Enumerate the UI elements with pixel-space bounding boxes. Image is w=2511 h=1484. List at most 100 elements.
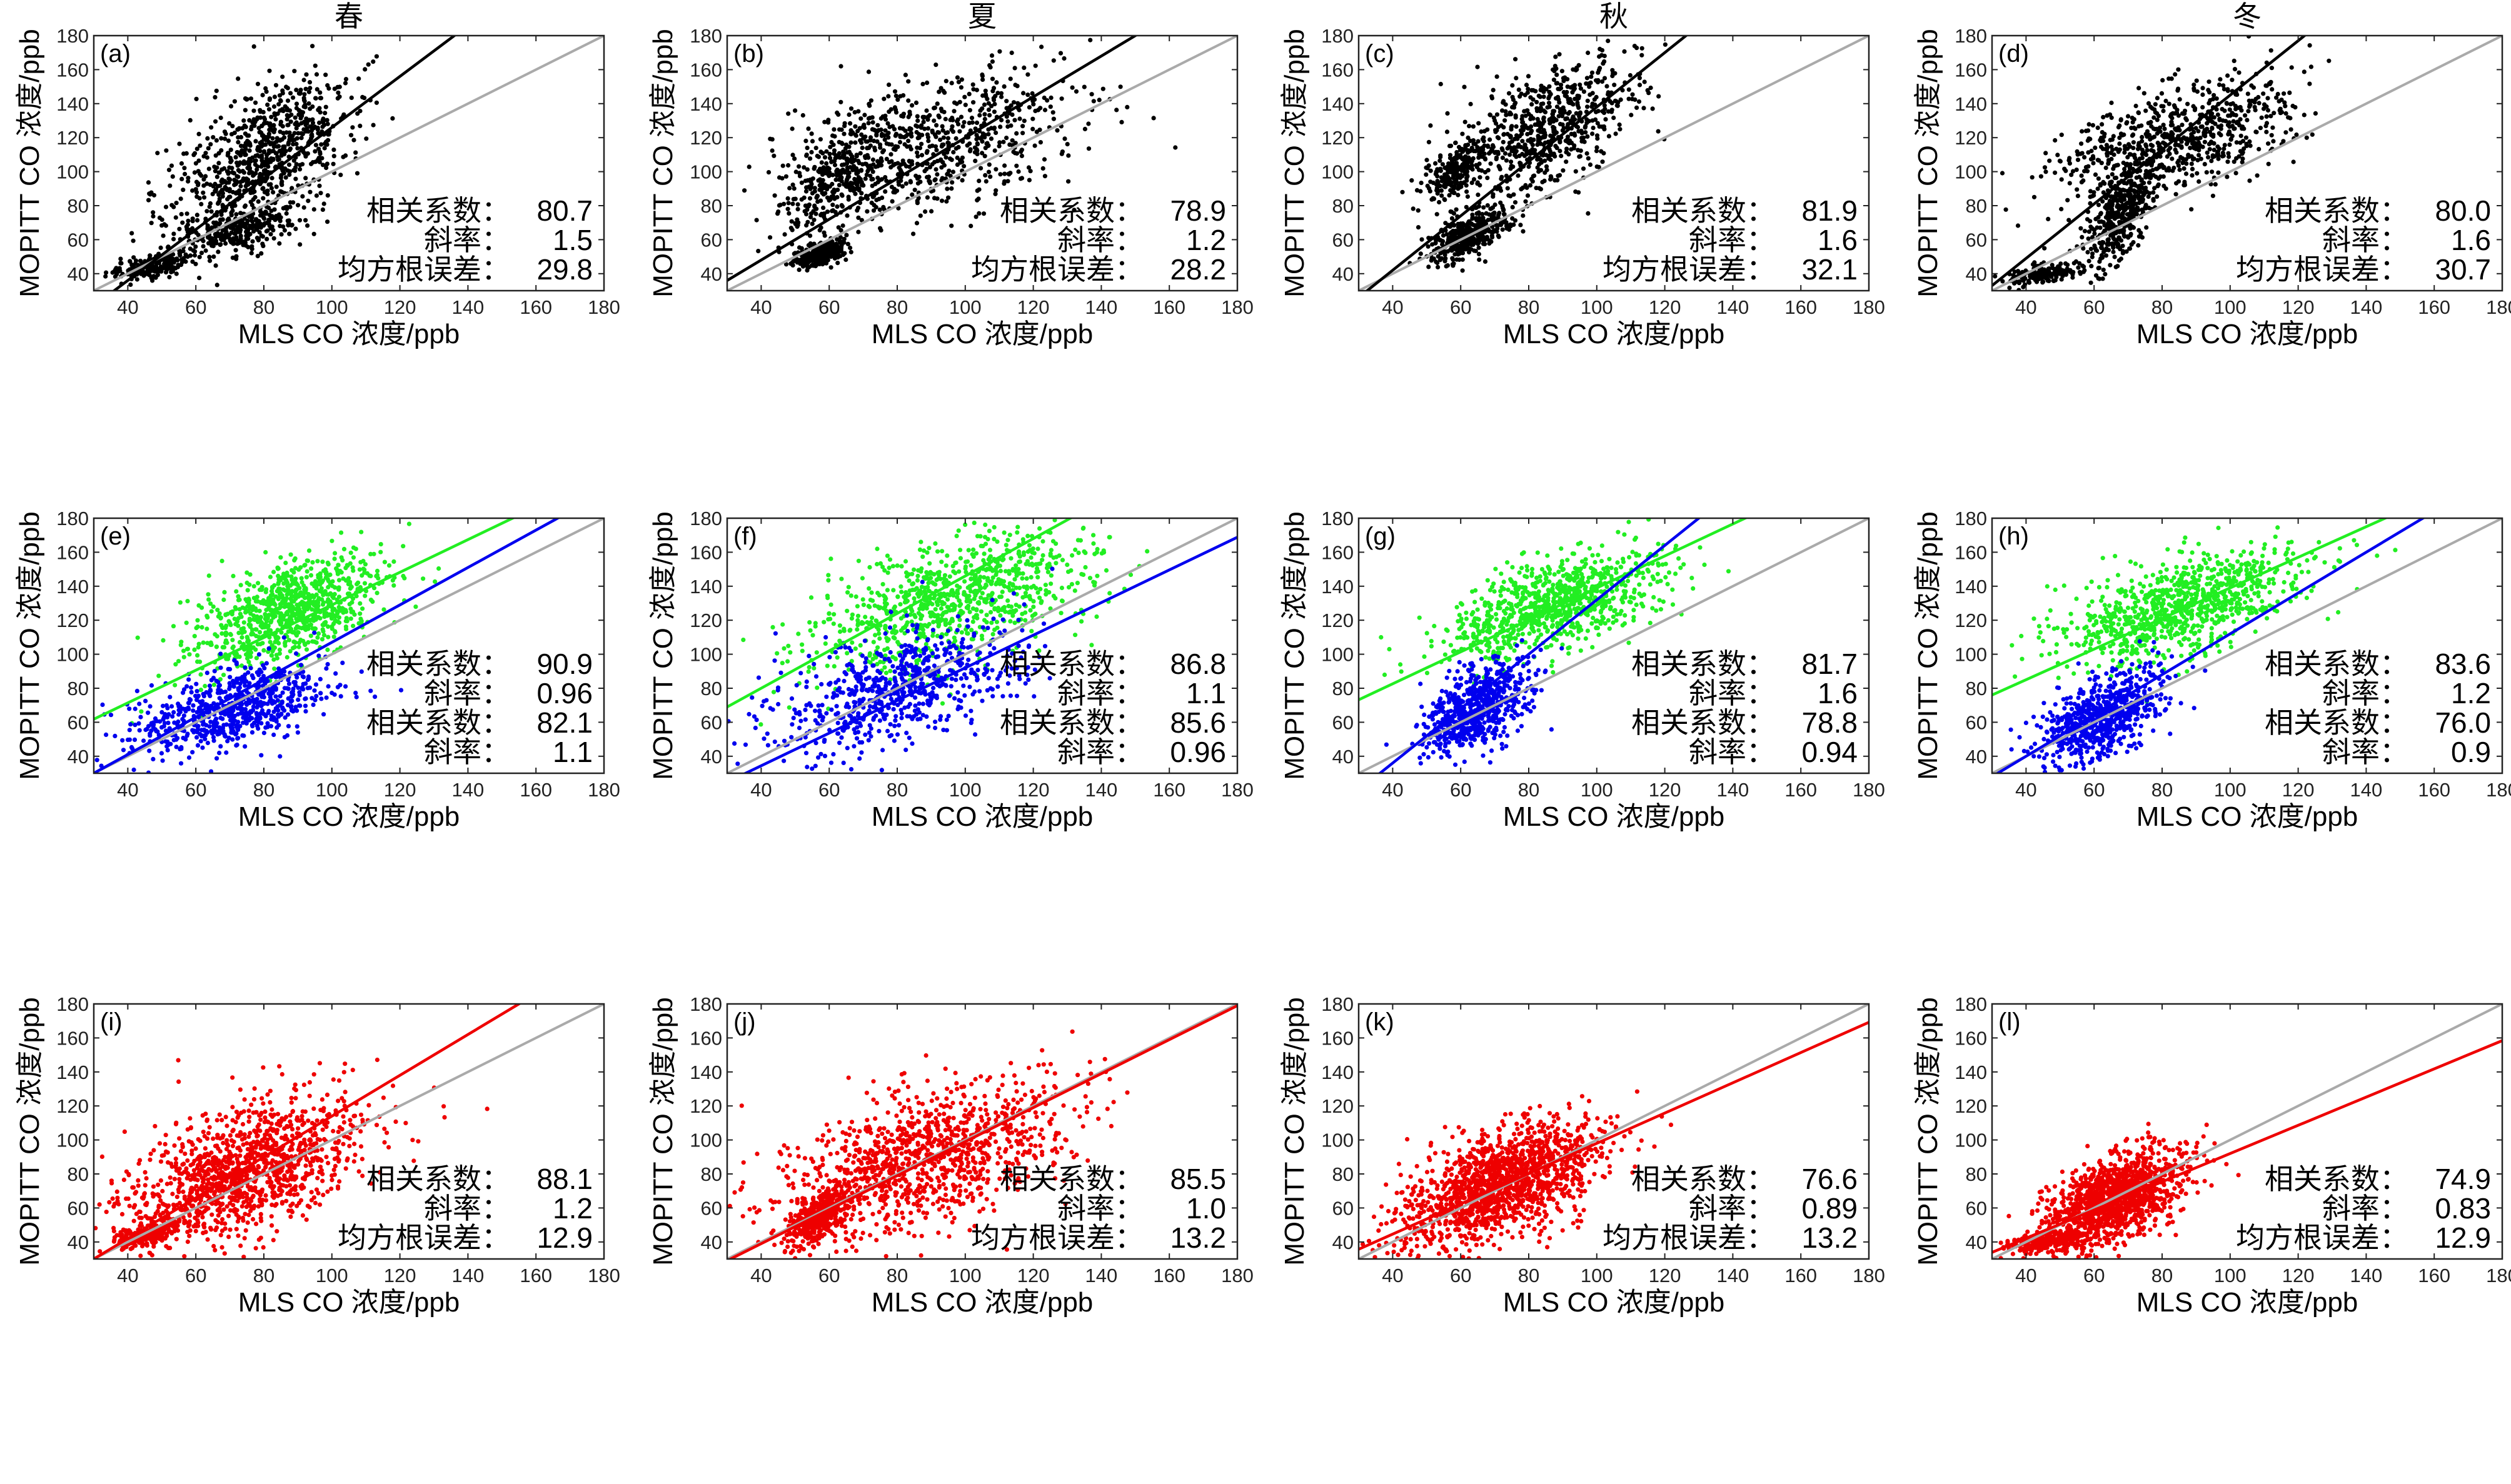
scatter-point (808, 241, 813, 246)
scatter-point (2136, 124, 2141, 129)
scatter-point (1451, 176, 1456, 181)
scatter-point (216, 222, 221, 227)
scatter-point (294, 126, 299, 131)
scatter-point (1557, 139, 1562, 144)
scatter-point (157, 215, 163, 220)
scatter-point (1002, 163, 1007, 168)
scatter-point (901, 111, 906, 116)
scatter-point (1419, 237, 1424, 242)
scatter-point (1604, 84, 1609, 89)
scatter-point (821, 192, 826, 197)
x-tick-label: 80 (253, 296, 274, 318)
x-tick-label: 120 (384, 296, 416, 318)
scatter-point (1441, 233, 1446, 238)
scatter-point (766, 170, 772, 175)
scatter-point (217, 196, 222, 201)
scatter-point (783, 262, 789, 267)
scatter-point (2104, 143, 2109, 148)
panel-d: 4060801001201401601804060801001201401601… (1913, 25, 2511, 349)
scatter-point (789, 219, 794, 224)
scatter-point (303, 176, 308, 181)
scatter-point (1449, 179, 1454, 185)
scatter-point (886, 94, 891, 99)
scatter-point (1481, 217, 1486, 223)
scatter-point (1538, 105, 1543, 110)
scatter-point (1456, 193, 1461, 198)
scatter-point (883, 189, 888, 194)
scatter-point (974, 120, 980, 125)
scatter-point (279, 179, 284, 184)
scatter-point (925, 114, 930, 119)
scatter-point (1470, 213, 1475, 218)
scatter-point (838, 171, 843, 176)
scatter-point (279, 232, 284, 237)
scatter-point (1557, 52, 1562, 57)
scatter-point (1501, 139, 1506, 144)
scatter-point (196, 158, 201, 163)
scatter-point (2198, 136, 2203, 141)
scatter-point (877, 162, 882, 167)
scatter-point (253, 218, 258, 223)
x-tick-label: 120 (1017, 296, 1050, 318)
scatter-point (2122, 166, 2127, 172)
scatter-point (1466, 150, 1471, 155)
scatter-point (246, 236, 251, 241)
scatter-point (1538, 87, 1544, 92)
scatter-point (893, 144, 898, 149)
scatter-point (1584, 81, 1589, 86)
scatter-point (998, 172, 1003, 177)
scatter-point (158, 245, 163, 250)
scatter-point (1508, 135, 1513, 140)
scatter-point (946, 195, 951, 200)
scatter-point (825, 209, 830, 214)
scatter-point (2224, 101, 2229, 106)
plot-area (727, 36, 1237, 291)
scatter-point (1502, 118, 1507, 123)
scatter-point (2136, 111, 2141, 116)
scatter-point (1557, 121, 1563, 127)
scatter-point (986, 108, 992, 113)
scatter-point (2170, 123, 2175, 128)
scatter-point (1012, 118, 1017, 123)
scatter-point (1597, 124, 1602, 129)
scatter-point (2105, 151, 2110, 156)
scatter-point (2090, 251, 2095, 256)
scatter-point (151, 267, 156, 272)
scatter-point (288, 204, 293, 209)
scatter-point (2266, 141, 2271, 146)
scatter-point (1521, 213, 1526, 218)
scatter-point (932, 105, 937, 110)
x-tick-label: 140 (1085, 296, 1118, 318)
scatter-point (2307, 81, 2312, 86)
scatter-point (2189, 207, 2194, 212)
scatter-point (2163, 186, 2168, 191)
scatter-point (997, 140, 1002, 145)
scatter-point (2227, 107, 2232, 112)
scatter-point (196, 183, 201, 188)
scatter-point (1525, 90, 1530, 95)
scatter-point (243, 146, 248, 151)
scatter-point (2279, 98, 2284, 103)
scatter-point (2283, 111, 2288, 116)
panel-letter: (b) (733, 40, 764, 68)
scatter-point (814, 254, 819, 259)
scatter-point (2206, 118, 2211, 123)
scatter-point (845, 241, 850, 246)
scatter-point (927, 179, 932, 184)
scatter-point (266, 164, 271, 169)
scatter-point (1559, 69, 1564, 74)
scatter-point (326, 138, 331, 143)
scatter-point (1468, 101, 1473, 107)
scatter-point (1618, 97, 1623, 103)
scatter-point (1502, 151, 1508, 156)
scatter-point (870, 120, 875, 125)
scatter-point (241, 118, 246, 123)
scatter-point (998, 124, 1003, 129)
scatter-point (2155, 118, 2160, 123)
scatter-point (2175, 88, 2180, 93)
scatter-point (845, 168, 850, 173)
scatter-point (835, 188, 840, 193)
scatter-point (194, 146, 199, 151)
scatter-point (1002, 179, 1007, 184)
scatter-point (1562, 93, 1567, 98)
